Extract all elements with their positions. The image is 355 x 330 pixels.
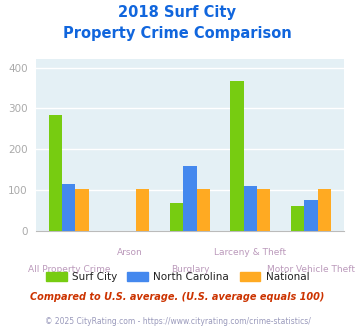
- Text: Property Crime Comparison: Property Crime Comparison: [63, 26, 292, 41]
- Text: Compared to U.S. average. (U.S. average equals 100): Compared to U.S. average. (U.S. average …: [30, 292, 325, 302]
- Bar: [76, 189, 89, 231]
- Bar: [183, 166, 197, 231]
- Bar: [230, 81, 244, 231]
- Bar: [291, 207, 304, 231]
- Text: Motor Vehicle Theft: Motor Vehicle Theft: [267, 265, 355, 274]
- Text: Larceny & Theft: Larceny & Theft: [214, 248, 286, 257]
- Bar: [304, 200, 318, 231]
- Bar: [318, 189, 331, 231]
- Bar: [49, 115, 62, 231]
- Text: © 2025 CityRating.com - https://www.cityrating.com/crime-statistics/: © 2025 CityRating.com - https://www.city…: [45, 317, 310, 326]
- Bar: [62, 184, 76, 231]
- Text: All Property Crime: All Property Crime: [28, 265, 110, 274]
- Text: Burglary: Burglary: [171, 265, 209, 274]
- Bar: [244, 186, 257, 231]
- Bar: [136, 189, 149, 231]
- Bar: [170, 203, 183, 231]
- Text: 2018 Surf City: 2018 Surf City: [119, 5, 236, 20]
- Text: Arson: Arson: [116, 248, 142, 257]
- Bar: [257, 189, 271, 231]
- Bar: [197, 189, 210, 231]
- Legend: Surf City, North Carolina, National: Surf City, North Carolina, National: [42, 268, 313, 286]
